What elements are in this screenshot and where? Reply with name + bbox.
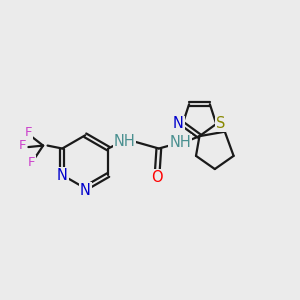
- Text: N: N: [173, 116, 184, 131]
- Text: N: N: [80, 183, 91, 198]
- Text: F: F: [19, 139, 26, 152]
- Text: O: O: [152, 169, 163, 184]
- Text: F: F: [28, 156, 35, 169]
- Text: NH: NH: [113, 134, 135, 149]
- Text: N: N: [57, 167, 68, 182]
- Text: NH: NH: [169, 135, 191, 150]
- Text: F: F: [25, 126, 32, 139]
- Text: S: S: [216, 116, 225, 131]
